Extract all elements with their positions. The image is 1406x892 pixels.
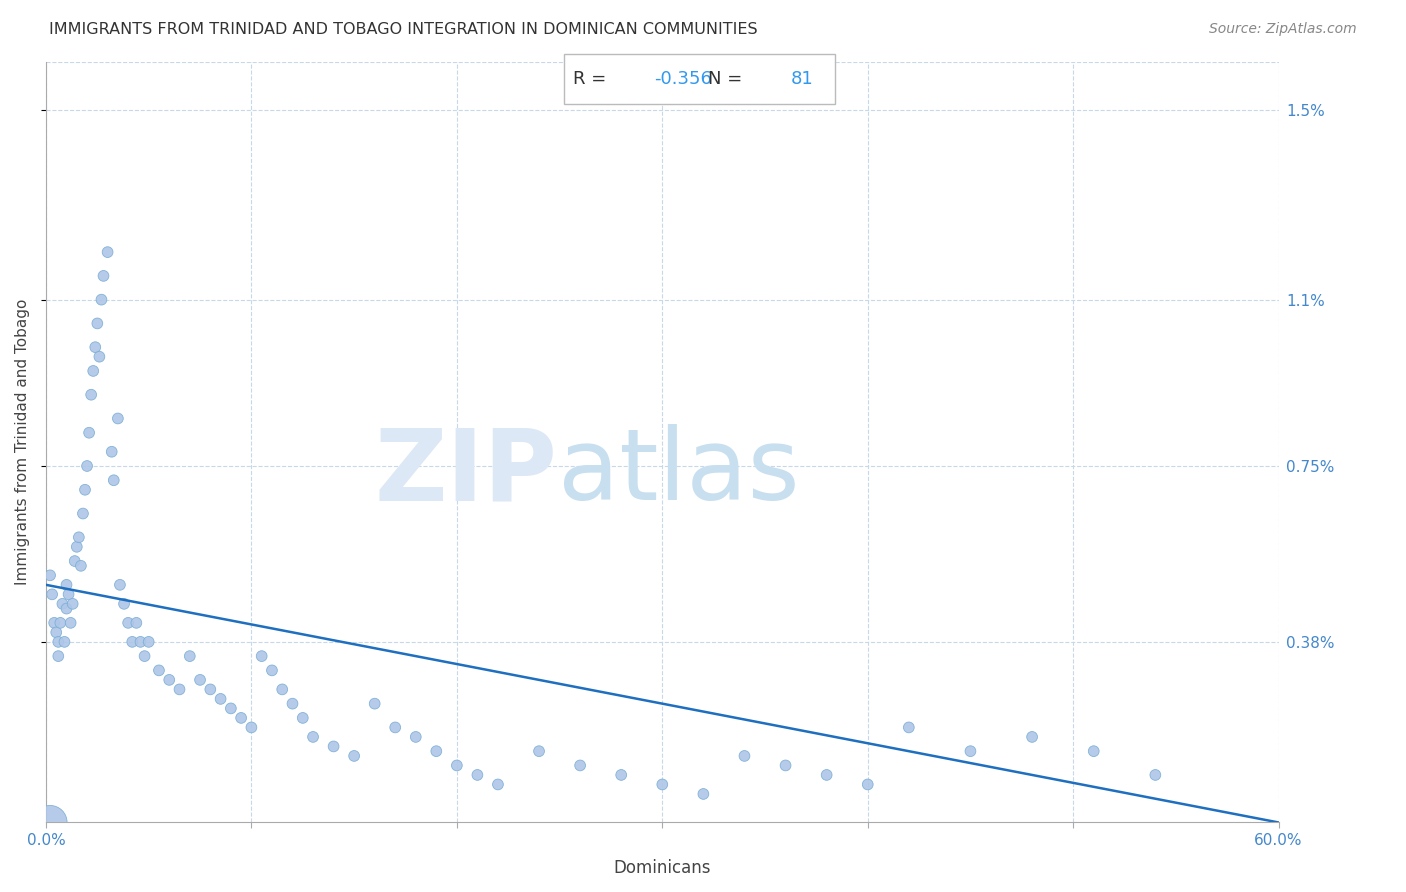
Point (322, 739, 344, 754)
Point (45, 625, 67, 640)
Point (384, 720, 406, 734)
Point (51, 597, 73, 611)
Point (97, 245, 120, 260)
Point (121, 635, 143, 649)
Point (527, 744, 550, 758)
Point (169, 682, 191, 697)
Point (179, 649, 201, 664)
Point (405, 730, 427, 744)
Point (49, 615, 72, 630)
Text: R =: R = (574, 70, 613, 88)
Point (250, 649, 273, 664)
Point (46, 635, 69, 649)
Point (58, 587, 80, 601)
Point (39, 568, 62, 582)
Text: ZIP: ZIP (374, 425, 558, 521)
Point (77, 425, 100, 440)
Point (55, 601, 77, 615)
Point (67, 530, 90, 544)
Point (84, 340, 107, 354)
Point (107, 411, 129, 425)
Point (46, 649, 69, 664)
Point (90, 293, 112, 307)
Point (291, 711, 314, 725)
Point (446, 758, 468, 772)
Point (100, 444, 122, 458)
Point (63, 554, 86, 568)
Text: -0.356: -0.356 (654, 70, 711, 88)
Point (53, 635, 76, 649)
Point (157, 673, 180, 687)
Point (62, 597, 84, 611)
Point (260, 664, 283, 678)
Point (240, 720, 263, 734)
Point (76, 458, 98, 473)
Point (363, 697, 385, 711)
Point (425, 744, 447, 758)
Point (148, 664, 170, 678)
Point (39, 815, 62, 830)
Point (82, 364, 104, 378)
Point (486, 777, 509, 791)
Point (188, 673, 211, 687)
Point (959, 744, 981, 758)
Point (856, 777, 879, 791)
Point (569, 758, 592, 772)
Point (72, 507, 94, 521)
Y-axis label: Immigrants from Trinidad and Tobago: Immigrants from Trinidad and Tobago (15, 299, 30, 585)
Point (134, 649, 156, 664)
Point (112, 597, 135, 611)
Point (66, 540, 89, 554)
Text: 81: 81 (792, 70, 814, 88)
Point (70, 558, 93, 573)
Text: IMMIGRANTS FROM TRINIDAD AND TOBAGO INTEGRATION IN DOMINICAN COMMUNITIES: IMMIGRANTS FROM TRINIDAD AND TOBAGO INTE… (49, 22, 758, 37)
Point (302, 730, 325, 744)
Point (343, 748, 366, 763)
Point (117, 615, 139, 630)
Point (108, 578, 131, 592)
Point (129, 635, 152, 649)
Point (610, 768, 633, 782)
Text: N =: N = (709, 70, 748, 88)
Text: atlas: atlas (558, 425, 799, 521)
Point (281, 697, 304, 711)
Point (41, 587, 63, 601)
Point (93, 268, 115, 283)
Point (73, 483, 96, 497)
Point (59, 615, 82, 630)
Point (775, 758, 797, 772)
Point (692, 787, 714, 801)
Point (1083, 744, 1105, 758)
FancyBboxPatch shape (564, 54, 835, 103)
Point (89, 350, 111, 364)
Point (231, 711, 253, 725)
Point (651, 777, 673, 791)
Point (815, 768, 838, 782)
Point (219, 701, 242, 715)
Point (44, 615, 66, 630)
Point (897, 720, 920, 734)
Point (80, 388, 103, 402)
Point (200, 682, 222, 697)
Point (103, 473, 125, 487)
Point (271, 682, 294, 697)
Point (55, 578, 77, 592)
X-axis label: Dominicans: Dominicans (613, 859, 711, 877)
Text: Source: ZipAtlas.com: Source: ZipAtlas.com (1209, 22, 1357, 37)
Point (209, 692, 232, 706)
Point (138, 635, 160, 649)
Point (1144, 768, 1167, 782)
Point (467, 768, 489, 782)
Point (125, 615, 148, 630)
Point (86, 317, 108, 331)
Point (1021, 730, 1043, 744)
Point (733, 748, 755, 763)
